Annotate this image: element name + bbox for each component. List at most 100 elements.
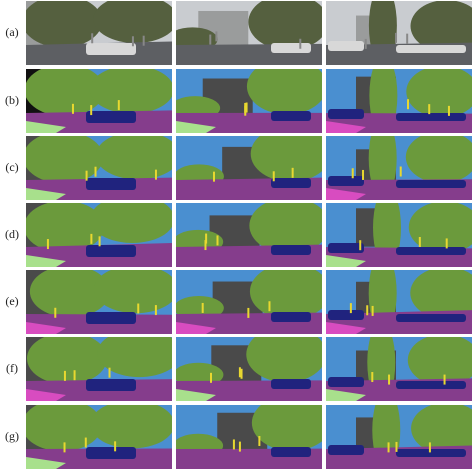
photo-panel (176, 1, 322, 65)
car (86, 178, 136, 190)
segmentation-panel (176, 203, 322, 267)
car (396, 45, 466, 53)
sidewalk (326, 255, 366, 267)
pole (142, 35, 145, 46)
pole (71, 103, 74, 114)
car (86, 312, 136, 324)
pole (46, 239, 49, 250)
pole (359, 240, 362, 251)
segmentation-panel (26, 337, 172, 401)
pole (73, 370, 76, 381)
pole (117, 100, 120, 111)
car (396, 381, 466, 389)
segmentation-panel (326, 405, 472, 469)
vegetation (90, 203, 172, 243)
vegetation (93, 1, 172, 44)
pole (406, 99, 409, 110)
vegetation (410, 270, 472, 319)
segmentation-panel (26, 270, 172, 334)
segmentation-panel (176, 136, 322, 200)
sidewalk (26, 121, 66, 133)
sidewalk (176, 121, 216, 133)
photo-panel (326, 1, 472, 65)
segmentation-panel (326, 136, 472, 200)
segmentation-panel (326, 270, 472, 334)
car (396, 449, 466, 457)
row-label: (f) (6, 361, 18, 375)
segmentation-panel (176, 405, 322, 469)
car (396, 314, 466, 322)
pole (395, 441, 398, 452)
pole (443, 374, 446, 385)
car (86, 447, 136, 459)
sidewalk (326, 322, 366, 334)
vegetation (407, 337, 472, 387)
car (86, 111, 136, 123)
pole (94, 166, 97, 177)
car (271, 447, 311, 457)
pole (399, 166, 402, 177)
car (271, 379, 311, 389)
vegetation (26, 69, 105, 117)
pole (272, 171, 275, 182)
pole (84, 437, 87, 448)
sidewalk (26, 188, 66, 200)
car (396, 180, 466, 188)
car (86, 43, 136, 55)
vegetation (27, 337, 107, 385)
pole (445, 238, 448, 249)
sidewalk (326, 389, 366, 401)
pole (63, 442, 66, 453)
row-label: (a) (5, 25, 18, 39)
pole (154, 305, 157, 316)
car (271, 312, 311, 322)
pole (54, 307, 57, 318)
sidewalk (26, 457, 66, 469)
pole (244, 105, 247, 116)
vegetation (26, 203, 104, 253)
car (328, 243, 364, 253)
pole (245, 102, 248, 113)
pole (387, 442, 390, 453)
vegetation (97, 337, 172, 378)
pole (114, 441, 117, 452)
car (328, 310, 364, 320)
pole (395, 32, 398, 43)
sidewalk (326, 188, 366, 200)
vegetation (410, 1, 472, 53)
row-label: (d) (5, 227, 19, 241)
vegetation (250, 136, 322, 182)
car (271, 245, 311, 255)
pole (364, 38, 367, 49)
vegetation (89, 69, 172, 114)
car (271, 43, 311, 53)
pole (371, 305, 374, 316)
pole (371, 372, 374, 383)
vegetation (411, 405, 472, 455)
row-label: (b) (5, 93, 19, 107)
vegetation (248, 1, 322, 51)
segmentation-panel (176, 270, 322, 334)
pole (388, 374, 391, 385)
pole (418, 236, 421, 247)
car (328, 445, 364, 455)
pole (366, 305, 369, 316)
segmentation-panel (26, 136, 172, 200)
car (271, 111, 311, 121)
segmentation-panel (26, 69, 172, 133)
sidewalk (26, 389, 66, 401)
vegetation (26, 136, 104, 184)
pole (212, 171, 215, 182)
vegetation (95, 136, 172, 180)
pole (447, 105, 450, 116)
sidewalk (176, 389, 216, 401)
row-label: (e) (5, 294, 18, 308)
segmentation-panel (26, 203, 172, 267)
vegetation (93, 270, 172, 314)
vegetation (251, 405, 322, 451)
car (328, 109, 364, 119)
vegetation (249, 203, 322, 254)
pole (428, 442, 431, 453)
vegetation (405, 136, 472, 184)
